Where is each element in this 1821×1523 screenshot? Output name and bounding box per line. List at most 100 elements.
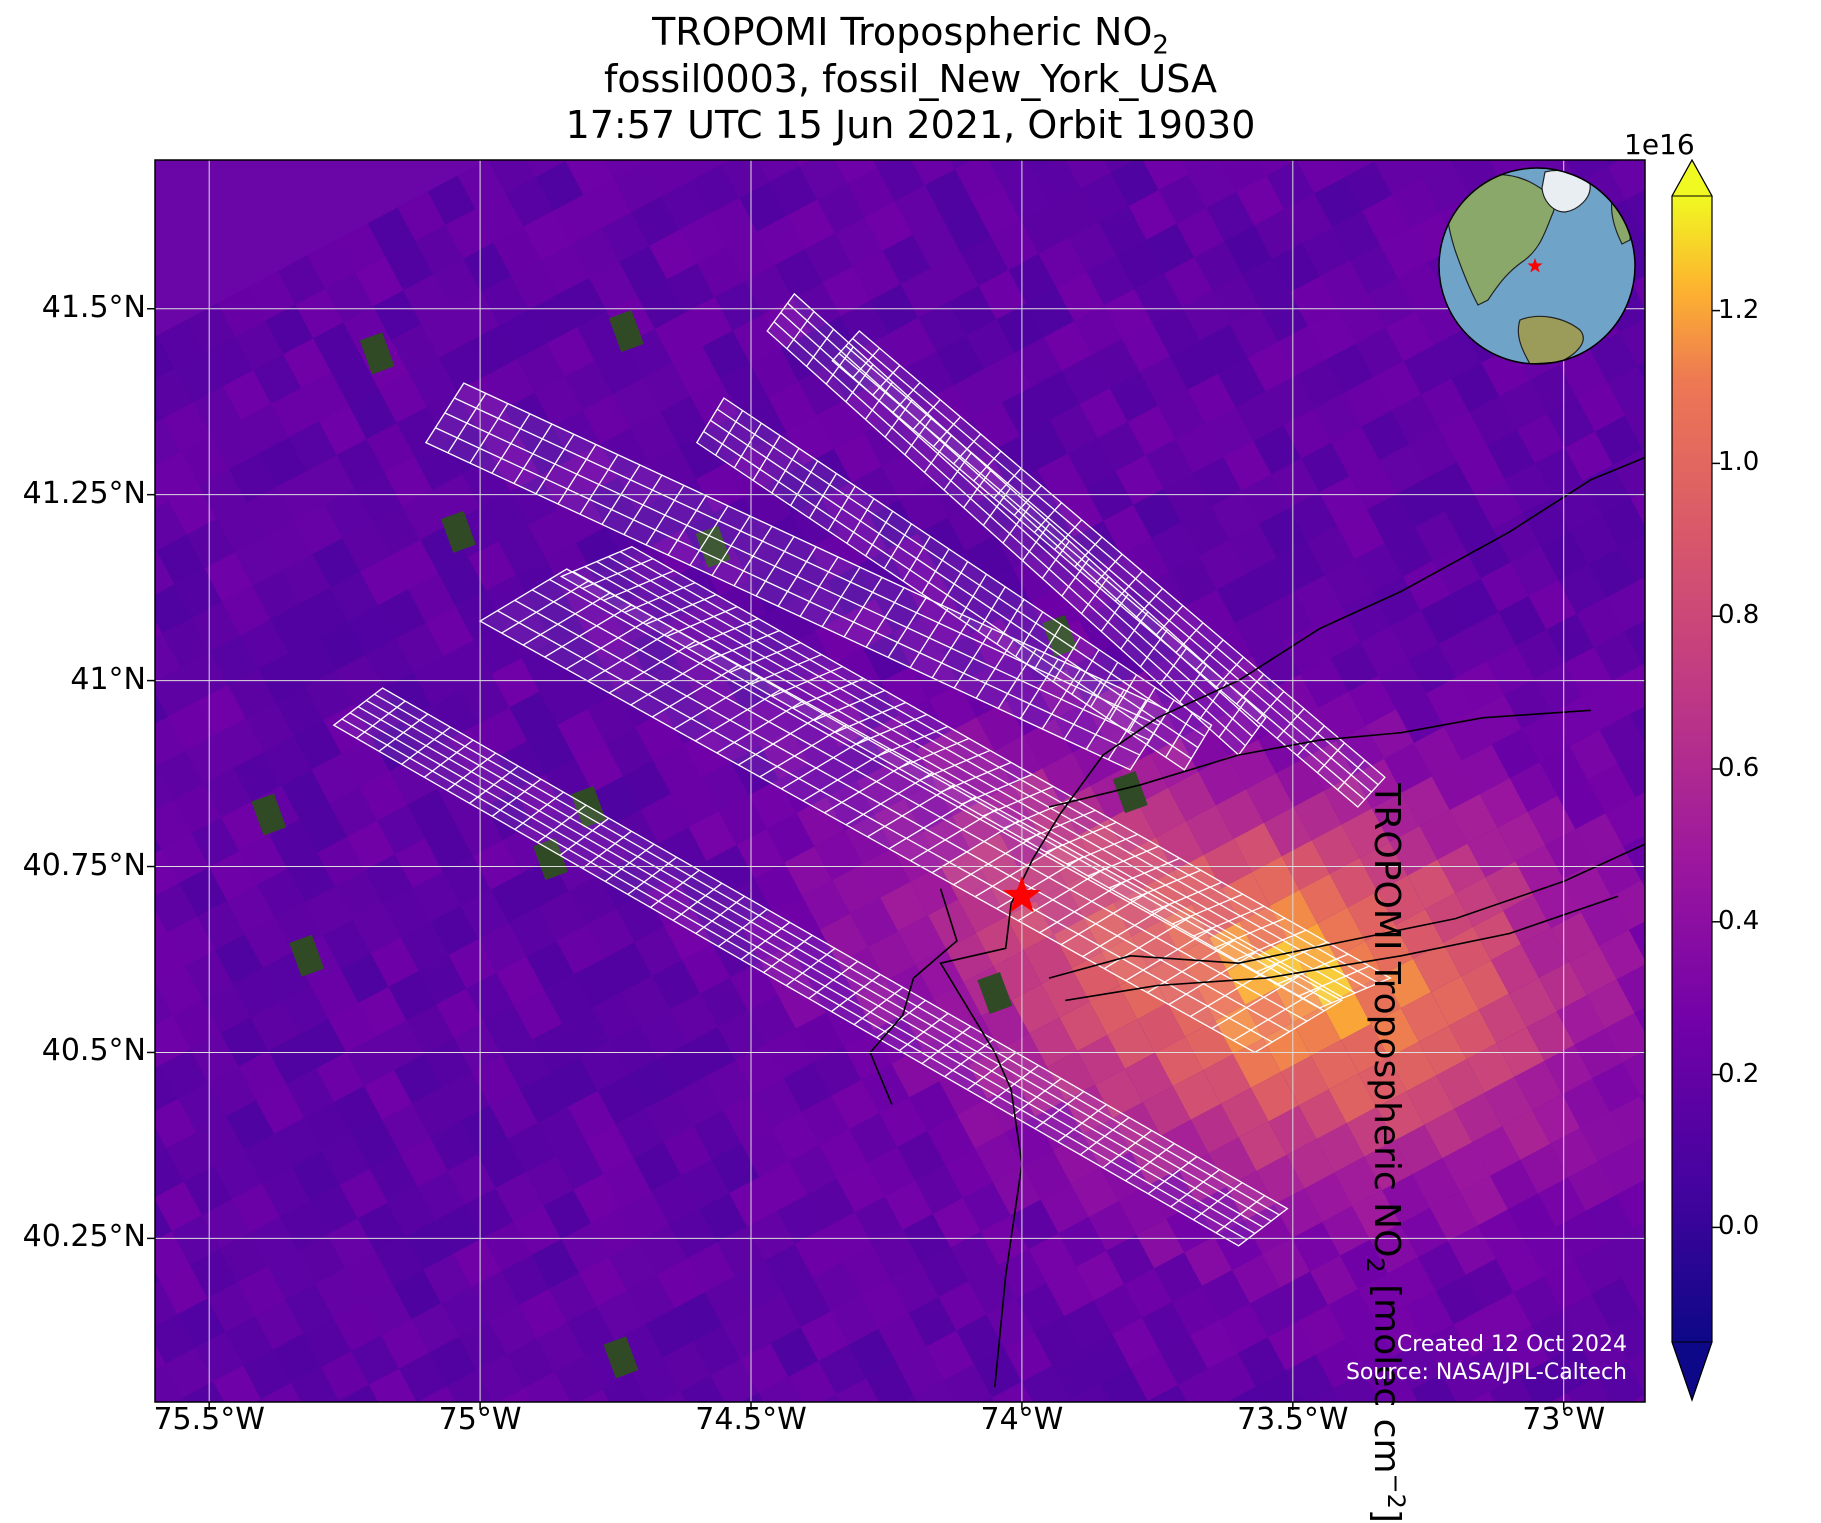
no2-pixel [1339, 78, 1387, 128]
no2-pixel [435, 1204, 484, 1254]
no2-pixel [1026, 287, 1075, 338]
no2-pixel [1198, 755, 1247, 806]
coastline-segment [869, 888, 958, 1105]
no2-pixel [1145, 1401, 1149, 1402]
no2-pixel [546, 542, 594, 593]
no2-pixel [807, 1178, 855, 1229]
no2-pixel [869, 499, 918, 550]
no2-pixel [287, 852, 335, 903]
no2-pixel [106, 1164, 154, 1214]
no2-pixel [346, 1036, 395, 1086]
no2-pixel [1540, 530, 1589, 581]
no2-pixel [946, 717, 995, 767]
no2-pixel [661, 180, 710, 230]
no2-pixel [1299, 873, 1348, 924]
no2-pixel [88, 1131, 136, 1181]
no2-pixel [1492, 513, 1541, 563]
no2-pixel [1419, 810, 1468, 860]
no2-pixel [626, 1274, 675, 1325]
no2-pixel [1498, 596, 1547, 646]
globe-south-america [1517, 315, 1584, 364]
no2-pixel [310, 969, 359, 1019]
no2-pixel [589, 261, 637, 312]
no2-pixel [325, 272, 374, 323]
no2-pixel [1350, 244, 1398, 295]
no2-pixel [837, 947, 886, 997]
no2-pixel [1631, 1394, 1645, 1402]
colorbar-tick-label: 0.0 [1718, 1211, 1760, 1242]
no2-pixel [830, 1295, 879, 1345]
no2-pixel [1491, 944, 1539, 994]
no2-pixel [834, 432, 882, 483]
no2-pixel [381, 1319, 429, 1369]
no2-pixel [1340, 1024, 1389, 1074]
no2-pixel [1065, 869, 1114, 919]
no2-pixel [155, 547, 157, 552]
no2-pixel [1460, 1175, 1508, 1226]
no2-pixel [360, 555, 409, 606]
no2-pixel [155, 692, 168, 724]
no2-pixel [528, 509, 576, 559]
no2-pixel [1528, 580, 1577, 630]
no2-pixel [1375, 1306, 1424, 1357]
no2-pixel [337, 223, 386, 273]
no2-pixel [1300, 658, 1349, 708]
no2-pixel [731, 530, 780, 580]
no2-pixel [1636, 577, 1645, 598]
no2-pixel [1532, 1094, 1581, 1144]
no2-pixel [1400, 1207, 1448, 1258]
no2-pixel [1615, 1179, 1645, 1229]
no2-pixel [1514, 1060, 1563, 1111]
no2-pixel [1421, 378, 1470, 429]
no2-pixel [1483, 1292, 1532, 1342]
no2-pixel [155, 766, 174, 810]
no2-pixel [1166, 1202, 1215, 1253]
no2-pixel [631, 196, 680, 246]
no2-pixel [424, 1038, 472, 1088]
no2-pixel [1324, 559, 1373, 609]
no2-pixel [155, 800, 192, 850]
no2-pixel [1104, 160, 1135, 173]
no2-pixel [372, 506, 421, 556]
true-color-patch [1112, 771, 1148, 814]
no2-pixel [872, 1229, 921, 1280]
no2-pixel [666, 479, 714, 529]
no2-pixel [1604, 1013, 1645, 1063]
no2-pixel [621, 1191, 670, 1241]
no2-pixel [342, 522, 391, 572]
no2-pixel [1109, 372, 1158, 422]
no2-pixel [657, 1043, 706, 1093]
no2-pixel [1226, 1171, 1275, 1221]
no2-pixel [256, 1084, 305, 1134]
no2-pixel [486, 359, 535, 409]
no2-pixel [1224, 225, 1273, 275]
no2-pixel [872, 160, 892, 168]
no2-pixel [868, 715, 917, 766]
no2-pixel [968, 1265, 1017, 1315]
no2-pixel [759, 1161, 808, 1211]
no2-pixel [817, 183, 865, 234]
no2-pixel [277, 255, 326, 305]
no2-pixel [1019, 420, 1068, 470]
no2-pixel [408, 357, 457, 408]
no2-pixel [970, 833, 1019, 884]
no2-pixel [275, 686, 324, 737]
no2-pixel [1023, 934, 1072, 984]
no2-pixel [396, 407, 445, 457]
no2-pixel [616, 892, 665, 943]
no2-pixel [317, 836, 365, 887]
no2-pixel [455, 806, 503, 856]
no2-pixel [549, 1057, 598, 1107]
no2-pixel [984, 353, 1032, 403]
no2-pixel [399, 1352, 447, 1402]
no2-pixel [818, 1344, 867, 1395]
no2-pixel [1323, 774, 1372, 825]
no2-pixel [641, 160, 649, 163]
no2-pixel [1258, 723, 1307, 774]
no2-pixel [215, 718, 264, 768]
no2-pixel [172, 999, 221, 1050]
no2-pixel [399, 1137, 448, 1187]
no2-pixel [767, 597, 816, 647]
no2-pixel [1279, 110, 1327, 160]
no2-pixel [630, 412, 679, 462]
